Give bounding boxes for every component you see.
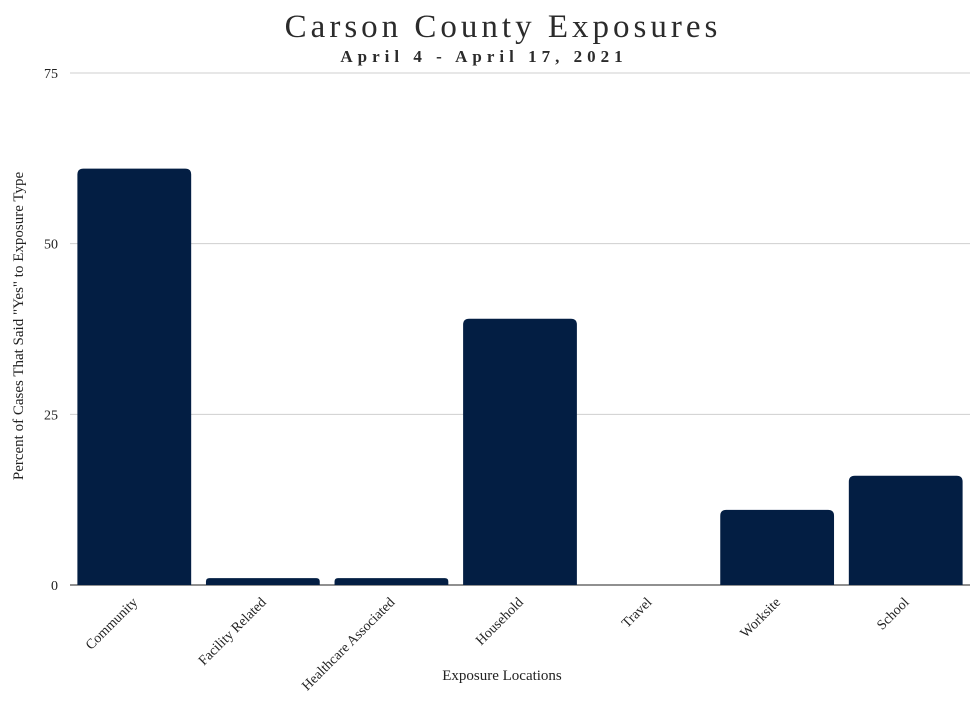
x-tick-label: Healthcare Associated (299, 595, 398, 694)
bars (77, 168, 963, 585)
x-tick-label: School (874, 595, 912, 633)
y-tick-label: 50 (44, 238, 58, 253)
bar (463, 318, 577, 585)
bar (77, 168, 192, 585)
bar (334, 578, 449, 585)
bar (848, 475, 963, 585)
y-axis-ticks: 0 25 50 75 (44, 67, 58, 594)
x-axis-label: Exposure Locations (442, 668, 562, 684)
y-tick-label: 25 (44, 408, 58, 423)
bar (205, 578, 320, 585)
x-tick-label: Worksite (738, 595, 784, 641)
y-tick-label: 75 (44, 67, 58, 82)
bar (720, 509, 835, 585)
chart-title: Carson County Exposures (285, 9, 722, 45)
x-tick-label: Facility Related (196, 595, 270, 669)
x-tick-label: Travel (619, 595, 655, 631)
y-tick-label: 0 (51, 579, 58, 594)
x-tick-label: Household (473, 595, 527, 649)
y-axis-label: Percent of Cases That Said "Yes" to Expo… (11, 172, 27, 481)
chart-subtitle: April 4 - April 17, 2021 (340, 47, 627, 66)
x-tick-label: Community (83, 595, 141, 653)
